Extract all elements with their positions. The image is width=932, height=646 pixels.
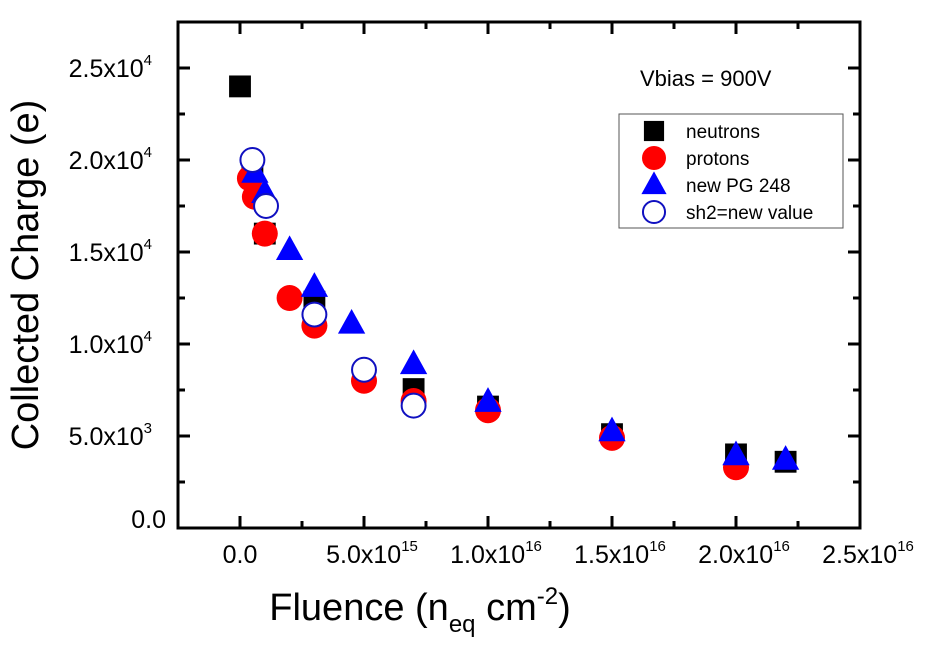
x-axis-label: Fluence (neq cm-2) xyxy=(269,583,570,638)
x-tick-label: 2.0x1016 xyxy=(698,538,790,569)
data-point xyxy=(400,392,427,419)
data-point xyxy=(251,220,278,247)
y-tick-label: 2.5x104 xyxy=(69,52,152,83)
x-tick-label: 0.0 xyxy=(223,541,258,569)
x-tick-label: 1.0x1016 xyxy=(450,538,542,569)
legend-marker-triangle xyxy=(641,171,667,195)
y-tick-label: 2.0x104 xyxy=(69,144,152,175)
x-tick-exponent: 16 xyxy=(773,538,790,555)
legend-marker-open-circle xyxy=(641,199,667,225)
legend-label: protons xyxy=(686,149,749,170)
x-axis-label-sub: eq xyxy=(449,611,476,638)
y-tick-exponent: 3 xyxy=(144,420,152,437)
y-tick-mantissa: 2.5x10 xyxy=(69,55,144,83)
x-tick-mantissa: 2.5x10 xyxy=(822,541,897,569)
y-tick-mantissa: 2.0x10 xyxy=(69,147,144,175)
legend: neutrons protons new PG 248 sh2=new value xyxy=(618,113,844,229)
data-point xyxy=(275,235,304,261)
y-tick-label: 5.0x103 xyxy=(69,420,152,451)
x-tick-mantissa: 1.5x10 xyxy=(574,541,649,569)
x-tick-label: 2.5x1016 xyxy=(822,538,914,569)
y-axis-label: Collected Charge (e) xyxy=(5,100,47,451)
data-point xyxy=(276,285,303,311)
data-point xyxy=(253,193,280,219)
vbias-annotation: Vbias = 900V xyxy=(640,66,772,91)
y-tick-label: 0.0 xyxy=(131,506,166,534)
data-point xyxy=(474,387,502,412)
x-tick-mantissa: 5.0x10 xyxy=(326,541,401,569)
data-point xyxy=(229,75,251,98)
data-point xyxy=(598,416,626,442)
x-axis-label-unit: cm xyxy=(476,587,537,629)
data-point xyxy=(301,301,328,328)
x-tick-exponent: 16 xyxy=(897,538,914,555)
x-tick-exponent: 15 xyxy=(401,538,418,555)
legend-label: neutrons xyxy=(686,122,760,143)
legend-label: new PG 248 xyxy=(686,176,791,197)
x-tick-exponent: 16 xyxy=(525,538,542,555)
x-tick-label: 1.5x1016 xyxy=(574,538,666,569)
x-tick-label: 5.0x1015 xyxy=(326,538,418,569)
y-tick-exponent: 4 xyxy=(144,236,152,253)
data-point xyxy=(337,308,366,334)
legend-marker-circle xyxy=(642,146,666,170)
x-tick-mantissa: 1.0x10 xyxy=(450,541,525,569)
x-tick-mantissa: 2.0x10 xyxy=(698,541,773,569)
y-tick-mantissa: 1.0x10 xyxy=(69,331,144,359)
data-point xyxy=(239,147,266,173)
y-tick-label: 1.0x104 xyxy=(69,328,152,359)
data-point xyxy=(771,445,800,470)
x-axis-label-end: ) xyxy=(558,587,571,629)
x-axis-label-main: Fluence (n xyxy=(269,587,449,629)
axis-ticks: 0.0 5.0x1015 1.0x1016 1.5x1016 2.0x1016 2.5x1… xyxy=(69,22,914,569)
x-tick-exponent: 16 xyxy=(649,538,666,555)
y-tick-mantissa: 1.5x10 xyxy=(69,239,144,267)
data-point xyxy=(722,440,750,466)
y-tick-mantissa: 5.0x10 xyxy=(69,423,144,451)
y-tick-mantissa: 0.0 xyxy=(131,506,166,534)
y-tick-exponent: 4 xyxy=(144,144,152,161)
series-sh2-new-value xyxy=(239,147,427,419)
legend-label: sh2=new value xyxy=(686,203,813,224)
data-point xyxy=(300,272,329,297)
x-axis-label-sup: -2 xyxy=(537,583,558,610)
legend-marker-square xyxy=(643,120,665,142)
y-tick-exponent: 4 xyxy=(144,328,152,345)
y-tick-label: 1.5x104 xyxy=(69,236,152,267)
data-points xyxy=(229,75,800,481)
plot-frame xyxy=(176,20,862,530)
data-point xyxy=(399,349,428,375)
data-point xyxy=(351,356,377,383)
y-tick-exponent: 4 xyxy=(144,52,152,69)
x-tick-mantissa: 0.0 xyxy=(223,541,258,569)
